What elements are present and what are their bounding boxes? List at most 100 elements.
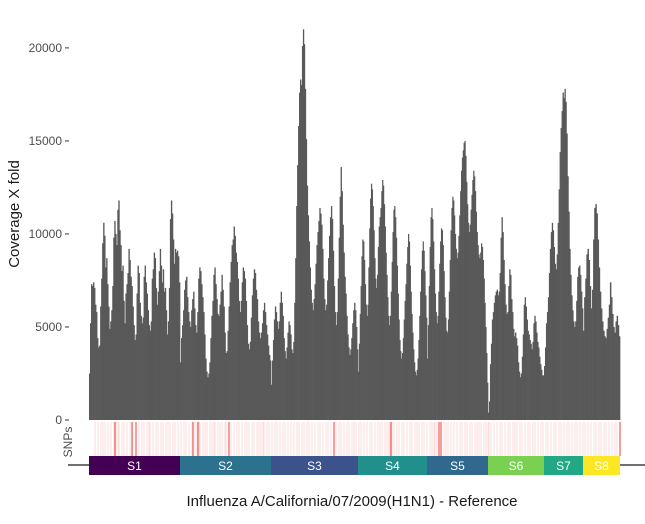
coverage-bar <box>212 300 214 420</box>
coverage-bar <box>516 338 518 420</box>
segment-block-s1 <box>89 456 180 475</box>
coverage-bar <box>412 332 414 420</box>
coverage-bar <box>561 111 563 420</box>
coverage-bar <box>347 334 349 420</box>
coverage-bar <box>275 312 278 420</box>
coverage-bar <box>488 401 491 420</box>
coverage-bar <box>500 237 502 420</box>
coverage-bar <box>300 79 302 420</box>
y-axis-title: Coverage X fold <box>6 160 23 268</box>
segment-track: S1 S2 S3 S4 S5 S6 S7 S8 <box>89 456 620 475</box>
coverage-bar <box>268 354 271 420</box>
coverage-bar <box>577 276 579 420</box>
coverage-bar <box>416 369 418 420</box>
coverage-bar <box>471 194 473 420</box>
coverage-bar <box>375 278 377 420</box>
coverage-bar <box>439 263 441 420</box>
coverage-bar <box>404 300 406 420</box>
coverage-bar <box>576 300 578 420</box>
coverage-bar <box>140 315 142 420</box>
coverage-bar <box>131 286 133 420</box>
coverage-bar <box>531 349 533 420</box>
coverage-bar <box>512 312 514 420</box>
coverage-bar <box>89 373 91 420</box>
segment-block-s8 <box>583 456 620 475</box>
coverage-bar <box>260 332 263 420</box>
coverage-bar <box>504 284 506 420</box>
coverage-bar <box>329 235 331 420</box>
coverage-bar <box>181 338 183 420</box>
coverage-bar <box>246 325 249 420</box>
coverage-bar <box>551 222 554 420</box>
coverage-bar <box>201 284 203 420</box>
coverage-bar <box>419 315 421 420</box>
coverage-bar <box>581 291 583 420</box>
coverage-bar <box>266 334 269 420</box>
coverage-bar <box>297 165 299 420</box>
coverage-bar <box>358 371 360 420</box>
coverage-bar <box>470 209 472 420</box>
coverage-bar <box>160 265 163 420</box>
coverage-bar <box>407 246 409 420</box>
coverage-bar <box>616 315 619 420</box>
coverage-bar <box>573 321 575 420</box>
coverage-bar <box>520 373 523 420</box>
coverage-bar <box>446 330 448 420</box>
coverage-bar <box>213 274 215 420</box>
coverage-bar <box>133 325 135 420</box>
coverage-bar <box>490 343 493 420</box>
coverage-bar <box>570 274 572 420</box>
coverage-bar <box>549 248 552 420</box>
coverage-bar <box>614 332 616 420</box>
coverage-bar <box>123 300 125 420</box>
coverage-bar <box>182 325 184 420</box>
coverage-bar <box>382 180 384 420</box>
coverage-bar <box>90 323 92 420</box>
coverage-bar <box>546 312 549 420</box>
coverage-bar <box>399 340 401 420</box>
coverage-bar <box>501 217 503 420</box>
coverage-bar <box>93 282 95 420</box>
coverage-bar <box>261 323 264 420</box>
coverage-bar <box>168 287 171 420</box>
coverage-bar <box>474 176 476 420</box>
coverage-bar <box>401 358 403 420</box>
coverage-bar <box>342 224 344 420</box>
coverage-bar <box>117 209 119 420</box>
coverage-bar <box>456 258 458 420</box>
coverage-bar <box>263 302 266 420</box>
coverage-bar <box>302 29 305 421</box>
coverage-bar <box>589 286 592 420</box>
coverage-bar <box>343 252 345 420</box>
coverage-bar <box>498 291 500 420</box>
coverage-bar <box>121 271 123 420</box>
coverage-bar <box>256 299 259 420</box>
coverage-bar <box>185 280 187 420</box>
coverage-bar <box>272 340 275 420</box>
coverage-bar <box>360 286 362 420</box>
coverage-bar <box>440 241 442 420</box>
coverage-bar <box>396 265 399 420</box>
coverage-bar <box>225 353 227 420</box>
coverage-bar <box>432 219 434 420</box>
coverage-bar <box>428 286 430 420</box>
coverage-bar <box>136 293 138 420</box>
coverage-bar <box>341 191 343 420</box>
x-axis-title: Influenza A/California/07/2009(H1N1) - R… <box>186 493 517 510</box>
coverage-bar <box>457 252 459 420</box>
coverage-bar <box>585 278 587 420</box>
coverage-bar <box>304 88 307 420</box>
coverage-bar <box>392 232 394 420</box>
coverage-bar <box>543 375 545 420</box>
coverage-bar <box>379 217 381 420</box>
coverage-bar <box>296 206 298 420</box>
coverage-bar <box>188 312 190 420</box>
coverage-bar <box>162 269 165 420</box>
coverage-bar <box>615 321 617 420</box>
coverage-bar <box>222 289 224 420</box>
coverage-bar <box>279 302 282 420</box>
coverage-bar <box>405 284 407 420</box>
coverage-bar <box>532 341 534 420</box>
coverage-bar <box>467 204 469 420</box>
